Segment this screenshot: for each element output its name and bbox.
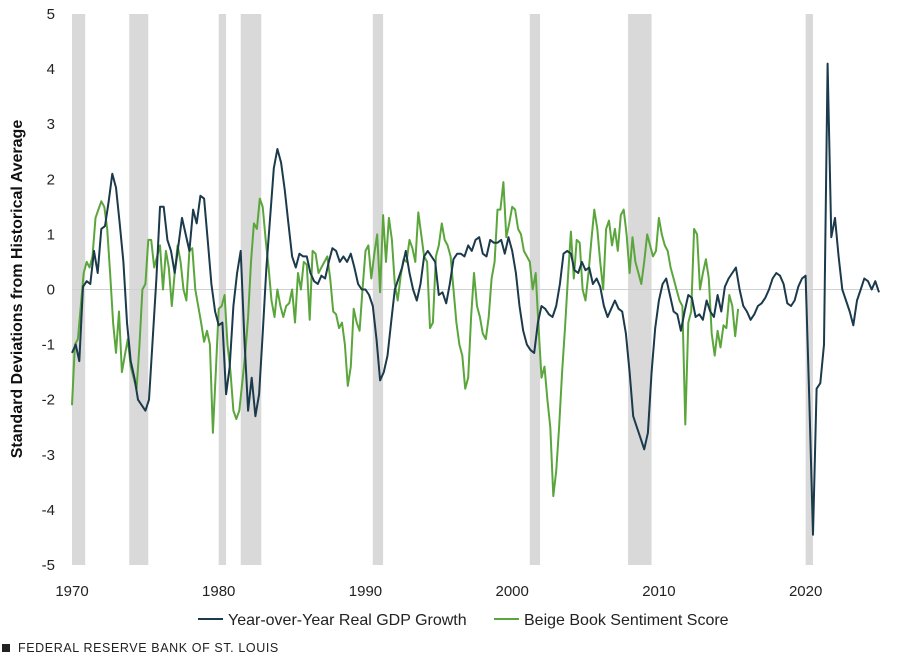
source-footer: FEDERAL RESERVE BANK OF ST. LOUIS: [2, 641, 279, 655]
legend: Year-over-Year Real GDP Growth Beige Boo…: [198, 612, 729, 629]
y-tick-label: 5: [47, 6, 55, 23]
y-tick-label: -1: [42, 337, 55, 354]
x-tick-label: 2010: [642, 583, 675, 600]
x-tick-label: 2020: [789, 583, 822, 600]
y-axis-label: Standard Deviations from Historical Aver…: [9, 120, 26, 459]
y-tick-label: 2: [47, 171, 55, 188]
x-tick-label: 2000: [495, 583, 528, 600]
legend-label-beige-book: Beige Book Sentiment Score: [524, 612, 729, 629]
y-tick-label: -5: [42, 557, 55, 574]
y-tick-label: 4: [47, 61, 55, 78]
y-tick-label: -3: [42, 447, 55, 464]
legend-label-gdp: Year-over-Year Real GDP Growth: [228, 612, 467, 629]
x-tick-label: 1980: [202, 583, 235, 600]
footer-square-icon: [2, 644, 10, 652]
series-line-gdp-growth: [71, 62, 880, 536]
y-tick-label: -4: [42, 502, 55, 519]
series-line-beige-book: [71, 181, 740, 498]
source-label: FEDERAL RESERVE BANK OF ST. LOUIS: [18, 641, 279, 655]
y-tick-label: 3: [47, 116, 55, 133]
y-tick-label: 0: [47, 282, 55, 299]
chart: 5 4 3 2 1 0 -1 -2 -3 -4 -5 1970 1980 199…: [9, 6, 880, 629]
x-tick-label: 1990: [349, 583, 382, 600]
y-tick-label: -2: [42, 392, 55, 409]
x-tick-label: 1970: [55, 583, 88, 600]
y-axis-ticks: 5 4 3 2 1 0 -1 -2 -3 -4 -5: [42, 6, 55, 574]
x-axis-ticks: 1970 1980 1990 2000 2010 2020: [55, 583, 822, 600]
y-tick-label: 1: [47, 226, 55, 243]
